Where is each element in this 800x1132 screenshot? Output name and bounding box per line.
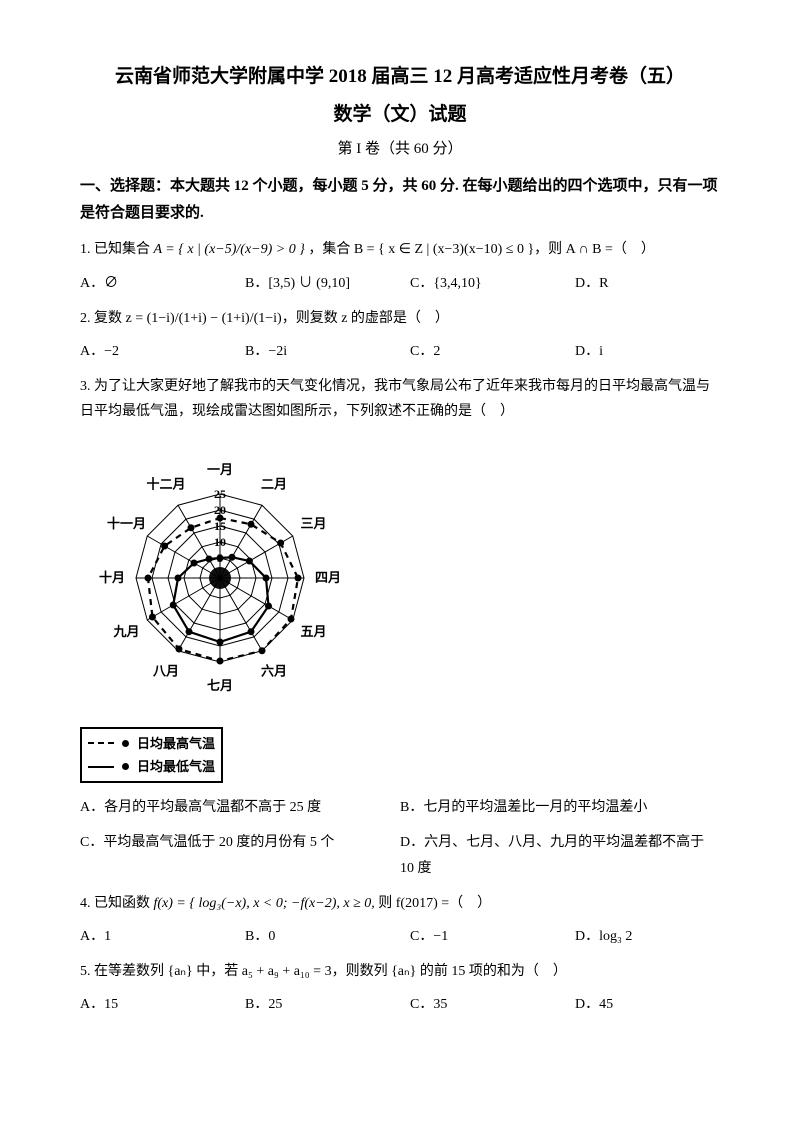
svg-text:10: 10 — [214, 535, 226, 549]
svg-text:三月: 三月 — [301, 516, 327, 531]
q1-option-d: D．R — [575, 271, 720, 296]
q5-option-b: B．25 — [245, 992, 410, 1017]
q4-options: A．1 B．0 C．−1 D．log₃ 2 — [80, 924, 720, 949]
q3-option-d: D．六月、七月、八月、九月的平均温差都不高于 10 度 — [400, 830, 720, 880]
svg-text:四月: 四月 — [315, 570, 341, 585]
q1-option-b: B．[3,5) ∪ (9,10] — [245, 271, 410, 296]
question-2: 2. 复数 z = (1−i)/(1+i) − (1+i)/(1−i)，则复数 … — [80, 306, 720, 331]
q2-option-b: B．−2i — [245, 339, 410, 364]
svg-text:五月: 五月 — [301, 624, 327, 639]
q1-option-c: C．{3,4,10} — [410, 271, 575, 296]
legend-dash-icon — [88, 742, 114, 744]
q4-option-d: D．log₃ 2 — [575, 924, 720, 949]
q5-option-a: A．15 — [80, 992, 245, 1017]
q1-stem-suffix: ，集合 B = { x ∈ Z | (x−3)(x−10) ≤ 0 }，则 A … — [308, 242, 655, 257]
q5-options: A．15 B．25 C．35 D．45 — [80, 992, 720, 1017]
radar-legend: 日均最高气温 日均最低气温 — [80, 727, 223, 784]
q4-option-c: C．−1 — [410, 924, 575, 949]
page-title: 云南省师范大学附属中学 2018 届高三 12 月高考适应性月考卷（五） — [80, 60, 720, 94]
q4-suffix: 则 f(2017) =（ ） — [378, 896, 491, 911]
legend-bullet-icon — [122, 740, 129, 747]
q1-set-a: A = { x | (x−5)/(x−9) > 0 } — [154, 242, 305, 257]
q2-option-d: D．i — [575, 339, 720, 364]
q1-option-a: A．∅ — [80, 271, 245, 296]
legend-low-label: 日均最低气温 — [137, 755, 215, 778]
svg-text:二月: 二月 — [261, 476, 287, 491]
svg-text:一月: 一月 — [207, 462, 233, 477]
svg-text:25: 25 — [214, 487, 226, 501]
q3-options-row1: A．各月的平均最高气温都不高于 25 度 B．七月的平均温差比一月的平均温差小 — [80, 795, 720, 820]
question-5: 5. 在等差数列 {aₙ} 中，若 a₅ + a₉ + a₁₀ = 3，则数列 … — [80, 959, 720, 984]
legend-high-label: 日均最高气温 — [137, 732, 215, 755]
svg-text:十二月: 十二月 — [146, 476, 185, 491]
q4-option-a: A．1 — [80, 924, 245, 949]
page-subtitle: 数学（文）试题 — [80, 98, 720, 132]
q1-stem-prefix: 1. 已知集合 — [80, 242, 154, 257]
q2-option-c: C．2 — [410, 339, 575, 364]
legend-bullet-icon-2 — [122, 763, 129, 770]
q5-option-d: D．45 — [575, 992, 720, 1017]
svg-text:十一月: 十一月 — [107, 516, 146, 531]
q4-function: f(x) = { log₃(−x), x < 0; −f(x−2), x ≥ 0… — [154, 896, 379, 911]
svg-text:八月: 八月 — [152, 663, 179, 678]
q5-option-c: C．35 — [410, 992, 575, 1017]
svg-text:七月: 七月 — [207, 678, 233, 693]
q3-option-a: A．各月的平均最高气温都不高于 25 度 — [80, 795, 400, 820]
q3-option-c: C．平均最高气温低于 20 度的月份有 5 个 — [80, 830, 400, 880]
question-1: 1. 已知集合 A = { x | (x−5)/(x−9) > 0 } ，集合 … — [80, 237, 720, 262]
q1-options: A．∅ B．[3,5) ∪ (9,10] C．{3,4,10} D．R — [80, 271, 720, 296]
radar-svg: 一月二月三月四月五月六月七月八月九月十月十一月十二月510152025 — [80, 433, 360, 723]
q4-option-b: B．0 — [245, 924, 410, 949]
legend-low: 日均最低气温 — [88, 755, 215, 778]
svg-text:十月: 十月 — [99, 570, 125, 585]
q2-options: A．−2 B．−2i C．2 D．i — [80, 339, 720, 364]
q2-option-a: A．−2 — [80, 339, 245, 364]
instructions: 一、选择题：本大题共 12 个小题，每小题 5 分，共 60 分. 在每小题给出… — [80, 173, 720, 227]
svg-text:六月: 六月 — [261, 663, 287, 678]
legend-high: 日均最高气温 — [88, 732, 215, 755]
svg-text:九月: 九月 — [112, 624, 139, 639]
question-4: 4. 已知函数 f(x) = { log₃(−x), x < 0; −f(x−2… — [80, 891, 720, 916]
q3-option-b: B．七月的平均温差比一月的平均温差小 — [400, 795, 720, 820]
q4-prefix: 4. 已知函数 — [80, 896, 154, 911]
radar-chart: 一月二月三月四月五月六月七月八月九月十月十一月十二月510152025 日均最高… — [80, 433, 720, 784]
section-label: 第 I 卷（共 60 分） — [80, 136, 720, 163]
legend-solid-icon — [88, 766, 114, 768]
q3-options-row2: C．平均最高气温低于 20 度的月份有 5 个 D．六月、七月、八月、九月的平均… — [80, 830, 720, 880]
question-3: 3. 为了让大家更好地了解我市的天气变化情况，我市气象局公布了近年来我市每月的日… — [80, 374, 720, 424]
